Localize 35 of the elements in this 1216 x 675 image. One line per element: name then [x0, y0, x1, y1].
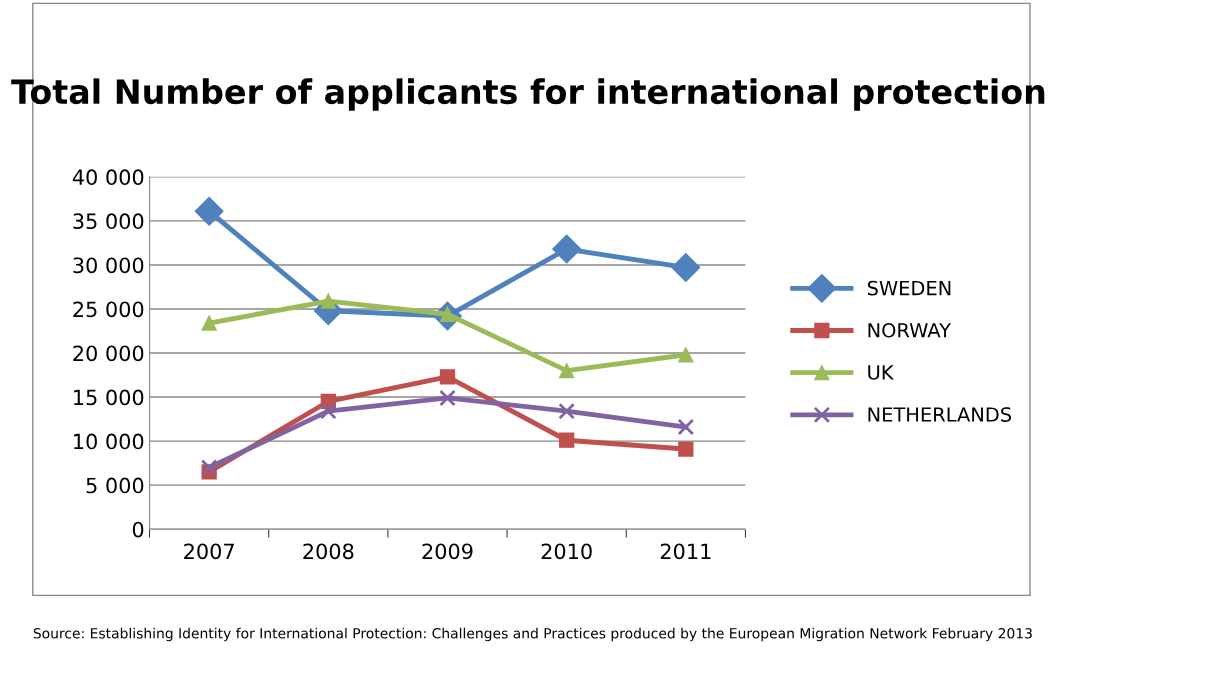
- y-tick-label: 15 000: [74, 389, 144, 406]
- point: [201, 315, 217, 331]
- point: [677, 418, 695, 436]
- y-tick-label: 10 000: [74, 433, 144, 450]
- point: [439, 369, 456, 385]
- point: [200, 459, 218, 476]
- x-tick-label: 2008: [303, 543, 354, 560]
- point: [558, 402, 575, 420]
- legend-label: SWEDEN: [867, 280, 951, 296]
- point: [439, 389, 456, 407]
- legend-label: NORWAY: [868, 322, 952, 338]
- y-tick-label: 25 000: [73, 301, 144, 318]
- legend-label: NETHERLANDS: [868, 407, 1012, 422]
- source-note: Source: Establishing Identity for International Protection: Challenges and Practices produced by the European Migration Network February 2013: [33, 627, 1032, 642]
- point: [559, 363, 575, 379]
- y-tick-label: 40 000: [72, 169, 144, 186]
- point: [671, 253, 701, 283]
- x-tick-label: 2011: [660, 543, 711, 560]
- legend-label: UK: [868, 365, 894, 380]
- point: [319, 402, 337, 420]
- y-tick-label: 20 000: [73, 345, 144, 362]
- point: [678, 441, 694, 457]
- y-tick-label: 35 000: [73, 213, 144, 230]
- point: [320, 293, 336, 309]
- x-tick-label: 2010: [541, 543, 592, 560]
- y-tick-label: 0: [132, 521, 144, 538]
- point: [194, 196, 224, 226]
- y-tick-label: 5 000: [86, 477, 144, 494]
- chart-title: Total Number of applicants for international protection: [11, 78, 1045, 111]
- x-tick-label: 2009: [422, 543, 473, 560]
- point: [559, 432, 575, 448]
- point: [678, 347, 694, 363]
- x-tick-label: 2007: [184, 543, 234, 560]
- point: [552, 234, 582, 264]
- y-tick-label: 30 000: [73, 257, 144, 274]
